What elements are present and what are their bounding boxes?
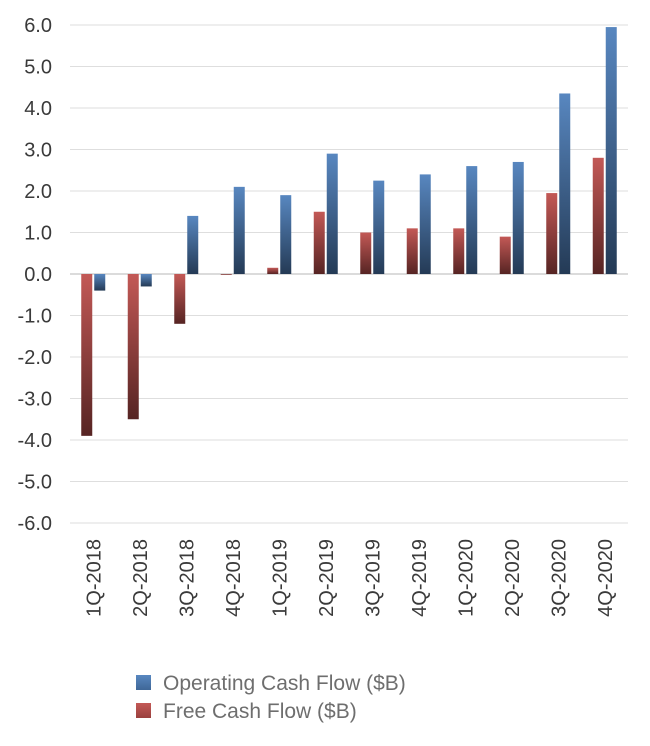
x-tick-label: 1Q-2019 [269,539,291,617]
operating-cash-flow-bar [419,174,431,274]
legend-entry: Operating Cash Flow ($B) [136,672,406,695]
x-tick-label: 3Q-2018 [176,539,198,617]
y-tick-label: -3.0 [18,389,52,411]
y-tick-label: -5.0 [18,472,52,494]
x-tick-label: 2Q-2018 [130,539,152,617]
legend-swatch [136,703,151,718]
x-tick-label: 4Q-2020 [595,539,617,617]
free-cash-flow-bar [174,274,186,324]
x-tick-label: 4Q-2019 [409,539,431,617]
operating-cash-flow-bar [605,27,617,275]
gridlines [70,24,628,524]
free-cash-flow-bar [313,211,325,274]
free-cash-flow-bar [81,274,93,436]
free-cash-flow-bar [592,157,604,274]
x-tick-label: 3Q-2019 [362,539,384,617]
operating-cash-flow-bar [233,186,245,274]
free-cash-flow-bar [499,236,511,274]
x-tick-label: 2Q-2019 [316,539,338,617]
legend-label: Free Cash Flow ($B) [163,700,357,723]
operating-cash-flow-bar [280,195,292,274]
operating-cash-flow-bar [373,180,385,274]
x-tick-label: 1Q-2020 [455,539,477,617]
operating-cash-flow-bar [187,215,199,274]
legend-swatch [136,675,151,690]
y-tick-label: -2.0 [18,347,52,369]
y-tick-label: 0.0 [24,264,52,286]
y-tick-label: 5.0 [24,57,52,79]
free-cash-flow-bar [220,274,232,275]
x-tick-label: 3Q-2020 [548,539,570,617]
operating-cash-flow-bar [94,274,106,291]
operating-cash-flow-bar [559,93,571,274]
bars [81,27,617,436]
y-tick-label: -4.0 [18,430,52,452]
legend-entry: Free Cash Flow ($B) [136,700,357,723]
operating-cash-flow-bar [512,161,524,274]
y-tick-label: 6.0 [24,15,52,37]
y-tick-label: 3.0 [24,140,52,162]
y-tick-label: 1.0 [24,223,52,245]
free-cash-flow-bar [267,267,279,274]
x-tick-label: 1Q-2018 [83,539,105,617]
y-tick-label: 2.0 [24,181,52,203]
free-cash-flow-bar [546,193,558,274]
operating-cash-flow-bar [466,166,478,274]
free-cash-flow-bar [127,274,139,420]
operating-cash-flow-bar [140,274,152,287]
x-axis-ticks: 1Q-2018 2Q-2018 3Q-2018 4Q-2018 1Q-2019 2Q-20… [83,539,617,617]
free-cash-flow-bar [360,232,372,274]
y-tick-label: 4.0 [24,98,52,120]
legend: Operating Cash Flow ($B) Free Cash Flow (… [136,672,406,723]
y-axis-ticks: 6.0 5.0 4.0 3.0 2.0 1.0 0.0 -1.0 -2.0 -3.0 -4.0 -5.… [18,15,52,535]
free-cash-flow-bar [406,228,418,274]
x-tick-label: 4Q-2018 [223,539,245,617]
legend-label: Operating Cash Flow ($B) [163,672,406,695]
x-tick-label: 2Q-2020 [502,539,524,617]
y-tick-label: -1.0 [18,306,52,328]
free-cash-flow-bar [453,228,465,274]
y-tick-label: -6.0 [18,513,52,535]
operating-cash-flow-bar [326,153,338,274]
